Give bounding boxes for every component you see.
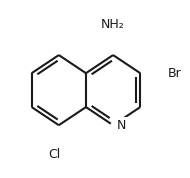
Text: Br: Br xyxy=(167,67,181,80)
Text: Cl: Cl xyxy=(48,148,60,161)
Text: N: N xyxy=(116,119,126,132)
Text: NH₂: NH₂ xyxy=(101,18,125,31)
